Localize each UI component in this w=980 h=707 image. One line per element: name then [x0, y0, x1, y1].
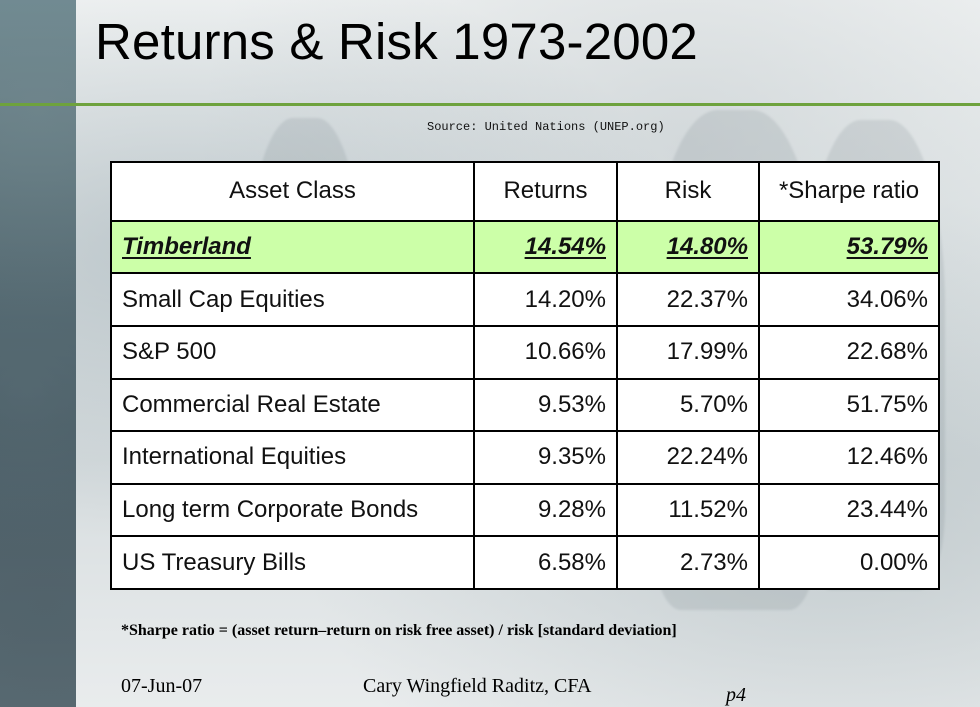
table-row: US Treasury Bills 6.58% 2.73% 0.00% [110, 535, 940, 590]
sharpe-ratio-cell: 34.06% [758, 272, 940, 327]
sharpe-ratio-cell: 23.44% [758, 482, 940, 538]
returns-cell: 10.66% [473, 324, 618, 380]
header-returns: Returns [473, 161, 618, 222]
table-row: International Equities 9.35% 22.24% 12.4… [110, 430, 940, 485]
returns-risk-table-grid: Asset Class Returns Risk *Sharpe ratio T… [110, 161, 940, 590]
sharpe-ratio-note: *Sharpe ratio = (asset return–return on … [121, 622, 677, 639]
title-divider [0, 103, 980, 106]
table-header-row: Asset Class Returns Risk *Sharpe ratio [110, 161, 940, 222]
returns-cell: 9.35% [473, 430, 618, 485]
asset-class-cell: Timberland [110, 219, 475, 275]
risk-cell: 14.80% [616, 219, 760, 275]
table-row: Small Cap Equities 14.20% 22.37% 34.06% [110, 272, 940, 327]
risk-cell: 11.52% [616, 482, 760, 538]
returns-cell: 6.58% [473, 535, 618, 590]
header-risk: Risk [616, 161, 760, 222]
asset-class-cell: S&P 500 [110, 324, 475, 380]
risk-cell: 22.37% [616, 272, 760, 327]
returns-risk-table: Asset Class Returns Risk *Sharpe ratio T… [110, 161, 940, 590]
returns-cell: 9.53% [473, 377, 618, 433]
header-asset-class: Asset Class [110, 161, 475, 222]
page-number: p4 [726, 684, 746, 706]
asset-class-cell: Small Cap Equities [110, 272, 475, 327]
asset-class-cell: Long term Corporate Bonds [110, 482, 475, 538]
asset-class-cell: International Equities [110, 430, 475, 485]
returns-cell: 14.54% [473, 219, 618, 275]
source-line: Source: United Nations (UNEP.org) [427, 120, 665, 134]
risk-cell: 22.24% [616, 430, 760, 485]
table-row: Long term Corporate Bonds 9.28% 11.52% 2… [110, 482, 940, 538]
sharpe-ratio-cell: 0.00% [758, 535, 940, 590]
sharpe-ratio-cell: 51.75% [758, 377, 940, 433]
sharpe-ratio-cell: 22.68% [758, 324, 940, 380]
sharpe-ratio-cell: 12.46% [758, 430, 940, 485]
risk-cell: 2.73% [616, 535, 760, 590]
sharpe-ratio-cell: 53.79% [758, 219, 940, 275]
asset-class-cell: US Treasury Bills [110, 535, 475, 590]
table-row: Commercial Real Estate 9.53% 5.70% 51.75… [110, 377, 940, 433]
table-row-timberland: Timberland 14.54% 14.80% 53.79% [110, 219, 940, 275]
risk-cell: 5.70% [616, 377, 760, 433]
header-sharpe-ratio: *Sharpe ratio [758, 161, 940, 222]
footer-author: Cary Wingfield Raditz, CFA [363, 675, 592, 697]
slide-title: Returns & Risk 1973-2002 [95, 13, 698, 70]
table-row: S&P 500 10.66% 17.99% 22.68% [110, 324, 940, 380]
returns-cell: 9.28% [473, 482, 618, 538]
footer-date: 07-Jun-07 [121, 675, 203, 697]
risk-cell: 17.99% [616, 324, 760, 380]
left-decorative-strip [0, 0, 76, 707]
returns-cell: 14.20% [473, 272, 618, 327]
asset-class-cell: Commercial Real Estate [110, 377, 475, 433]
